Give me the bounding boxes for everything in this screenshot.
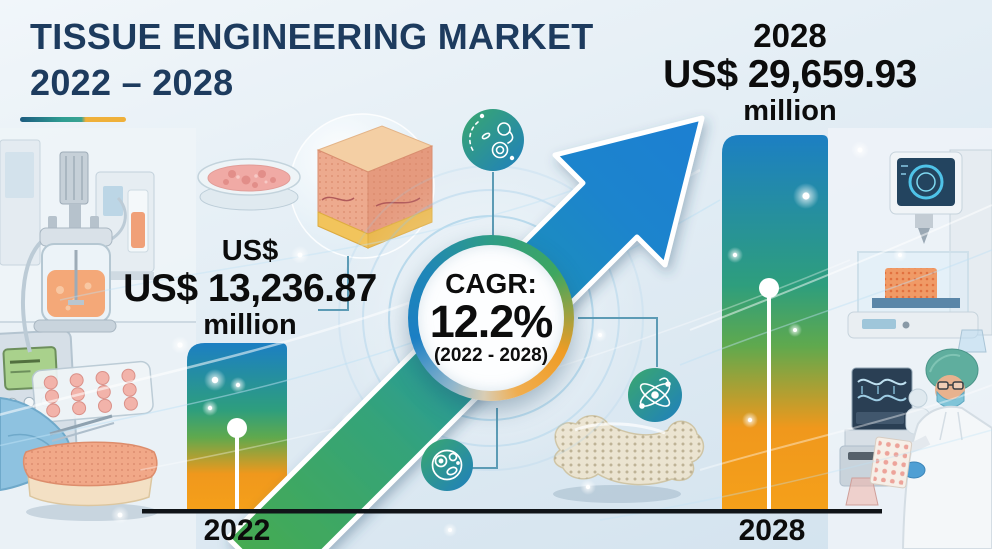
scientist — [869, 348, 992, 549]
value-2028-unit: million — [743, 95, 837, 127]
tweezers — [49, 414, 115, 442]
cagr-badge: CAGR: 12.2% (2022 - 2028) — [408, 235, 574, 401]
page-title-line1: TISSUE ENGINEERING MARKET — [30, 16, 594, 57]
cagr-badge-inner: CAGR: 12.2% (2022 - 2028) — [418, 245, 564, 391]
axis-label-2022: 2022 — [203, 514, 271, 547]
cagr-period: (2022 - 2028) — [433, 345, 549, 366]
page-title: TISSUE ENGINEERING MARKET 2022 – 2028 — [30, 14, 594, 106]
value-2028-amount: US$ 29,659.93 — [663, 53, 917, 96]
skin-graft-patch — [22, 441, 158, 521]
cagr-label: CAGR: — [445, 268, 537, 299]
value-2022-callout: US$ US$ 13,236.87 million — [100, 236, 400, 341]
connector-lines — [318, 172, 658, 469]
axis-label-2028: 2028 — [738, 514, 806, 547]
scientist-scene — [839, 348, 992, 549]
bar-markers — [227, 278, 779, 509]
value-2022-prefix: US$ — [221, 235, 279, 267]
tissue-culture-process-icon — [462, 109, 524, 171]
molecule-atom-icon — [628, 368, 682, 422]
porous-bone-scaffold — [553, 415, 705, 503]
value-2022-unit: million — [203, 309, 297, 341]
value-2022-amount: US$ 13,236.87 — [123, 267, 377, 310]
x-axis-line — [142, 509, 882, 514]
page-title-line2: 2022 – 2028 — [30, 62, 234, 103]
bioreactor-vessel — [21, 151, 127, 353]
cagr-value: 12.2% — [429, 296, 554, 347]
title-underline-accent — [20, 117, 126, 122]
petri-dish — [197, 158, 301, 211]
cells-microscopy-icon — [421, 439, 473, 491]
value-2028-callout: 2028 US$ 29,659.93 million — [650, 18, 930, 127]
value-2028-year: 2028 — [753, 17, 827, 54]
